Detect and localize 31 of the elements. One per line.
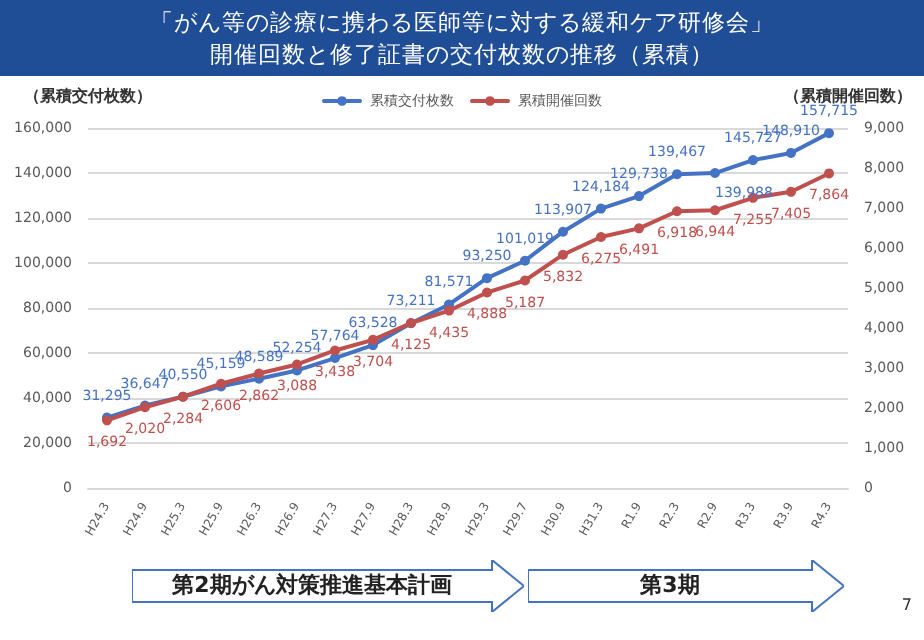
point <box>634 223 644 234</box>
text: 7 <box>901 596 912 614</box>
point <box>368 334 378 345</box>
point <box>786 186 796 197</box>
chart-subtitle: 開催回数と修了証書の交付枚数の推移（累積） <box>208 38 716 70</box>
point <box>824 128 834 139</box>
point <box>710 168 720 179</box>
point <box>672 169 682 180</box>
text: 第2期がん対策推進基本計画 <box>170 570 454 602</box>
y-axis-title: （累積交付枚数） <box>24 85 152 105</box>
point <box>254 368 264 379</box>
point <box>634 191 644 202</box>
chart-title: 「がん等の診療に携わる医師等に対する緩和ケア研修会」 <box>148 6 776 38</box>
point <box>482 273 492 284</box>
text: 第3期 <box>638 570 702 602</box>
point <box>520 255 530 266</box>
point <box>710 205 720 216</box>
point <box>786 147 796 158</box>
point <box>520 275 530 286</box>
point <box>292 359 302 370</box>
point <box>824 168 834 179</box>
point <box>482 287 492 298</box>
y2-axis-title: （累積開催回数） <box>784 87 912 105</box>
point <box>596 232 606 242</box>
point <box>596 203 606 214</box>
point <box>558 249 568 260</box>
point <box>330 345 340 356</box>
point <box>748 155 758 166</box>
point <box>444 305 454 316</box>
point <box>558 226 568 237</box>
point <box>672 206 682 217</box>
